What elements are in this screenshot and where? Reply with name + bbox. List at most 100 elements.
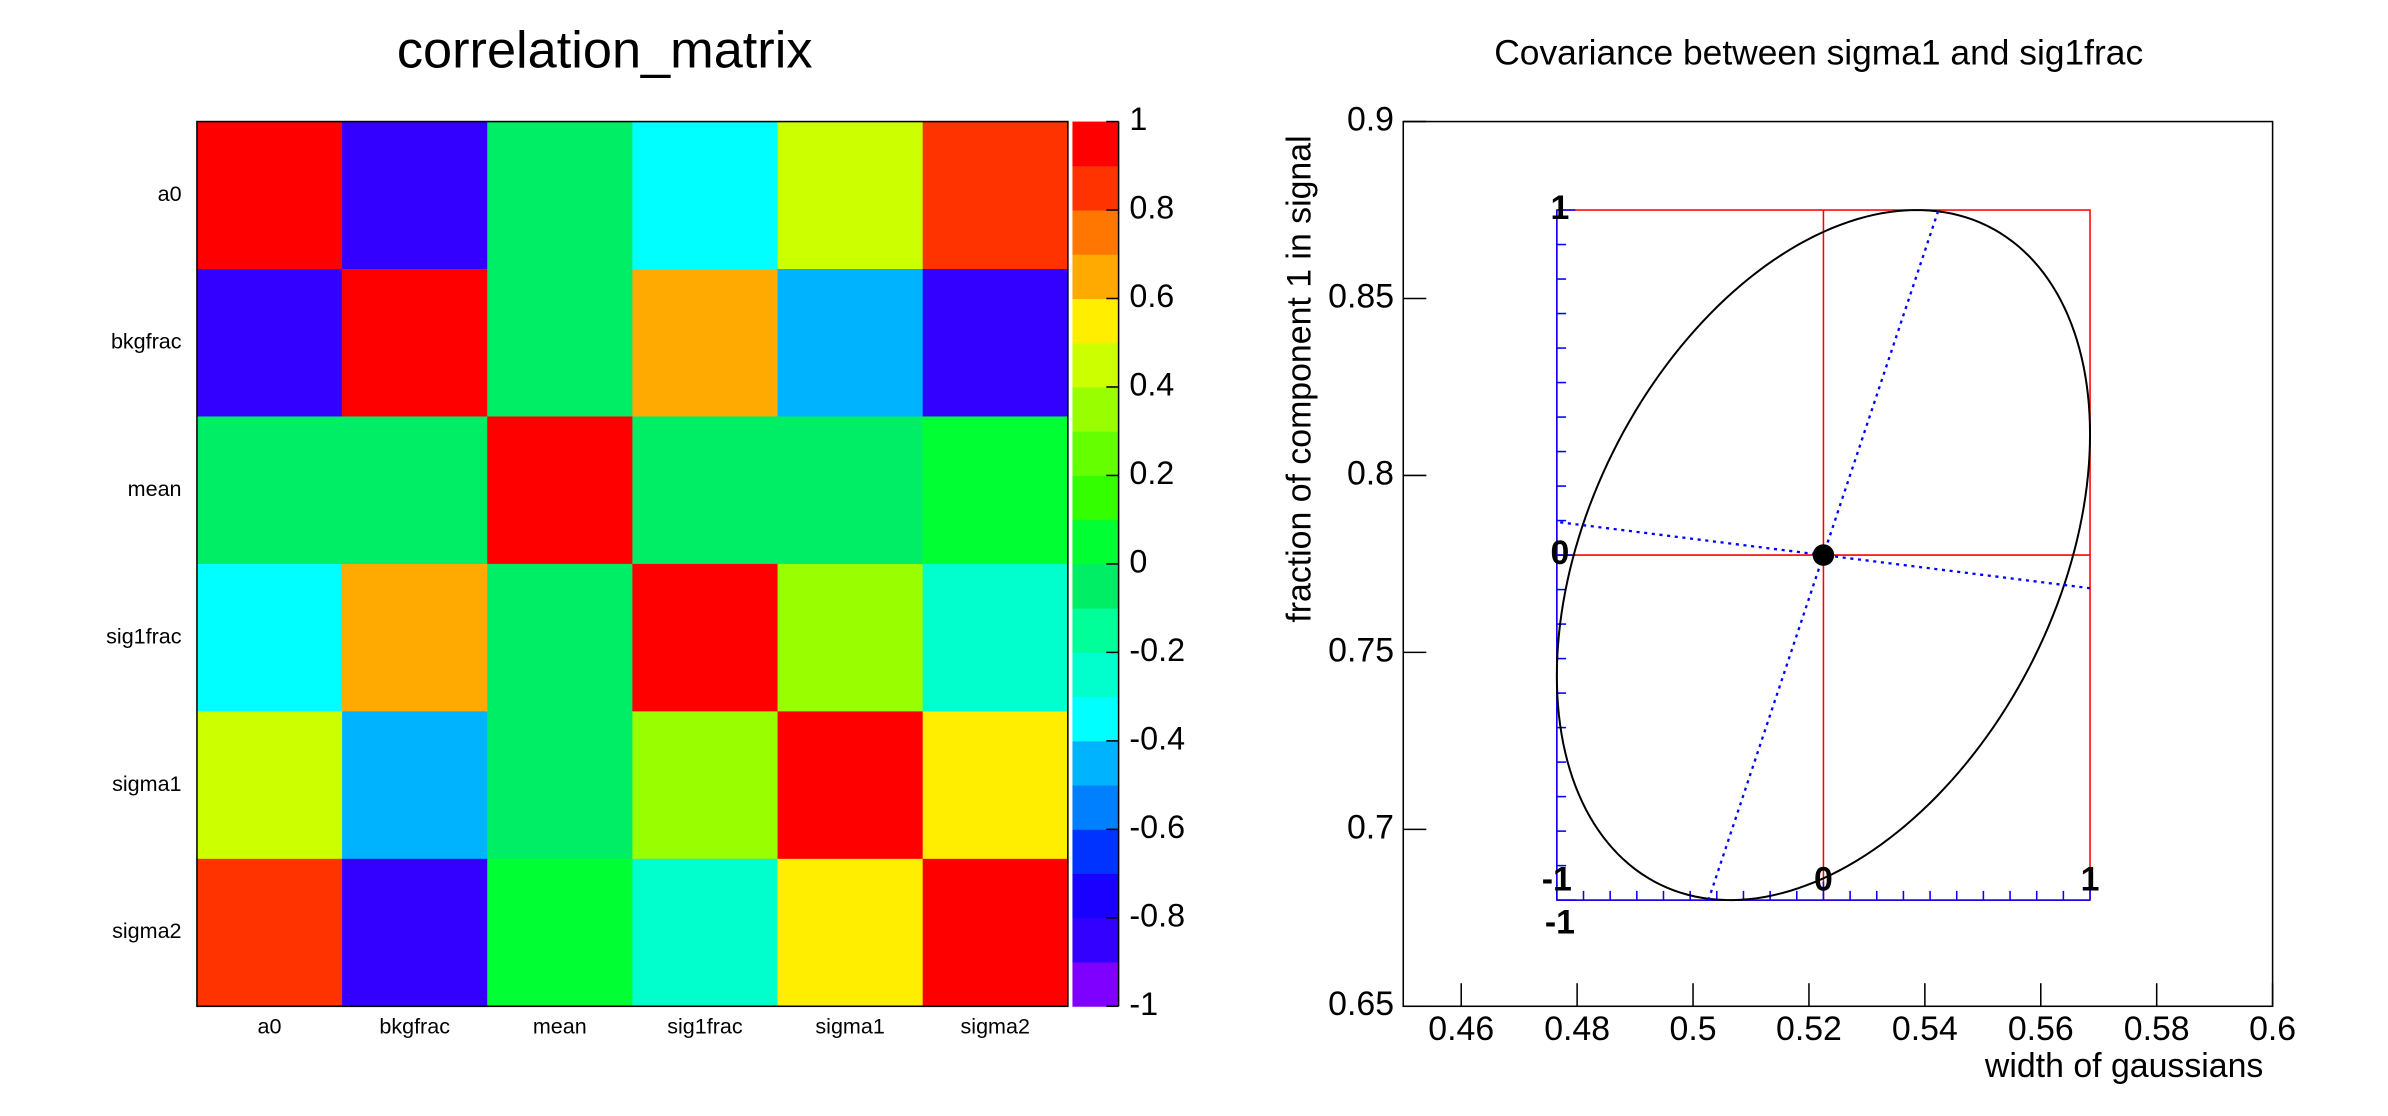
colorbar-tick-label: 0.8 xyxy=(1129,190,1174,226)
heatmap-cell xyxy=(196,269,343,418)
y-tick-label: 0.8 xyxy=(1347,454,1394,492)
heatmap-cell xyxy=(342,711,489,860)
x-tick-label: 0.58 xyxy=(2124,1010,2190,1048)
colorbar-bin xyxy=(1072,254,1119,299)
colorbar-tick-label: 0.2 xyxy=(1129,455,1174,491)
x-tick-label: a0 xyxy=(258,1015,282,1039)
heatmap-cell xyxy=(487,416,634,565)
colorbar-bin xyxy=(1072,475,1119,521)
colorbar-tick-label: 1 xyxy=(1129,101,1147,137)
x-tick-label: 0.6 xyxy=(2249,1010,2296,1048)
y-tick-label: sig1frac xyxy=(106,624,182,648)
y-tick-label: sigma2 xyxy=(112,919,181,943)
heatmap-cell xyxy=(777,858,924,1008)
heatmap-cell xyxy=(922,858,1069,1008)
colorbar-bin xyxy=(1072,431,1119,476)
x-tick-label: sigma1 xyxy=(815,1015,884,1039)
colorbar-tick-label: -0.2 xyxy=(1129,632,1185,668)
colorbar-bin xyxy=(1072,342,1119,388)
x-axis-label: width of gaussians xyxy=(1984,1047,2263,1085)
colorbar-bin xyxy=(1072,652,1119,698)
x-tick-label: 0.52 xyxy=(1776,1010,1842,1048)
heatmap-cell xyxy=(342,858,489,1008)
colorbar-tick-label: 0.6 xyxy=(1129,278,1174,314)
heatmap-cell xyxy=(196,563,343,713)
heatmap-cell xyxy=(632,416,779,565)
x-tick-label: mean xyxy=(533,1015,587,1039)
colorbar-tick-label: 0 xyxy=(1129,543,1147,579)
heatmap-cell xyxy=(632,269,779,418)
y-tick-label: 0.65 xyxy=(1328,985,1394,1023)
colorbar-bin xyxy=(1072,962,1119,1007)
y-tick-label: a0 xyxy=(158,182,182,206)
x-tick-label: 0.46 xyxy=(1428,1010,1494,1048)
y-tick-label: 0.75 xyxy=(1328,631,1394,669)
colorbar-bin xyxy=(1072,696,1119,742)
colorbar-bin xyxy=(1072,298,1119,344)
colorbar-bin xyxy=(1072,563,1119,609)
box-x-label: 0 xyxy=(1814,861,1833,899)
heatmap-cell xyxy=(922,121,1069,270)
colorbar-bin xyxy=(1072,608,1119,653)
heatmap-cell xyxy=(777,269,924,418)
y-axis-label: fraction of component 1 in signal xyxy=(1281,135,1319,622)
heatmap-cell xyxy=(342,563,489,713)
colorbar-bin xyxy=(1072,121,1119,167)
colorbar-bin xyxy=(1072,829,1119,875)
x-tick-label: bkgfrac xyxy=(379,1015,450,1039)
colorbar-tick-label: -0.6 xyxy=(1129,809,1185,845)
heatmap-cell xyxy=(487,711,634,860)
x-tick-label: sigma2 xyxy=(961,1015,1030,1039)
colorbar-bin xyxy=(1072,519,1119,565)
plot-frame xyxy=(1402,120,2274,1008)
colorbar-tick-label: -0.4 xyxy=(1129,720,1185,756)
heatmap-cell xyxy=(922,711,1069,860)
principal-axis xyxy=(1556,520,2091,590)
box-y-label: 1 xyxy=(1551,189,1570,227)
heatmap-cell xyxy=(922,563,1069,713)
x-tick-label: sig1frac xyxy=(667,1015,743,1039)
plot-frame xyxy=(196,120,1069,1008)
y-tick-label: sigma1 xyxy=(112,772,181,796)
box-x-label: 1 xyxy=(2081,861,2100,899)
colorbar-bin xyxy=(1072,917,1119,963)
chart-title: correlation_matrix xyxy=(397,22,813,80)
colorbar-bin xyxy=(1072,873,1119,919)
y-tick-label: 0.7 xyxy=(1347,808,1394,846)
colorbar-bin xyxy=(1072,386,1119,432)
heatmap-cell xyxy=(922,416,1069,565)
heatmap-cell xyxy=(777,121,924,270)
heatmap-cell xyxy=(342,269,489,418)
colorbar-tick-label: -0.8 xyxy=(1129,897,1185,933)
heatmap-cell xyxy=(196,416,343,565)
colorbar-bin xyxy=(1072,785,1119,830)
heatmap-cell xyxy=(922,269,1069,418)
y-tick-label: bkgfrac xyxy=(111,329,182,353)
y-tick-label: 0.9 xyxy=(1347,100,1394,138)
heatmap-cell xyxy=(487,121,634,270)
colorbar-tick-label: -1 xyxy=(1129,986,1158,1022)
heatmap-cell xyxy=(777,416,924,565)
chart-title: Covariance between sigma1 and sig1frac xyxy=(1494,34,2143,73)
colorbar-bin xyxy=(1072,165,1119,211)
x-tick-label: 0.48 xyxy=(1544,1010,1610,1048)
heatmap-cell xyxy=(632,711,779,860)
heatmap-cell xyxy=(632,563,779,713)
heatmap-cell xyxy=(632,121,779,270)
heatmap-cell xyxy=(487,269,634,418)
colorbar-bin xyxy=(1072,210,1119,255)
box-x-label: -1 xyxy=(1542,861,1572,899)
x-tick-label: 0.56 xyxy=(2008,1010,2074,1048)
heatmap-cell xyxy=(196,858,343,1008)
x-tick-label: 0.5 xyxy=(1670,1010,1717,1048)
covariance-ellipse xyxy=(1555,209,2092,902)
colorbar-tick-label: 0.4 xyxy=(1129,367,1174,403)
box-y-label: 0 xyxy=(1551,534,1570,572)
heatmap-cell xyxy=(487,563,634,713)
best-fit-point xyxy=(1812,544,1835,566)
heatmap-cell xyxy=(342,416,489,565)
heatmap-cell xyxy=(342,121,489,270)
y-tick-label: mean xyxy=(128,477,182,501)
